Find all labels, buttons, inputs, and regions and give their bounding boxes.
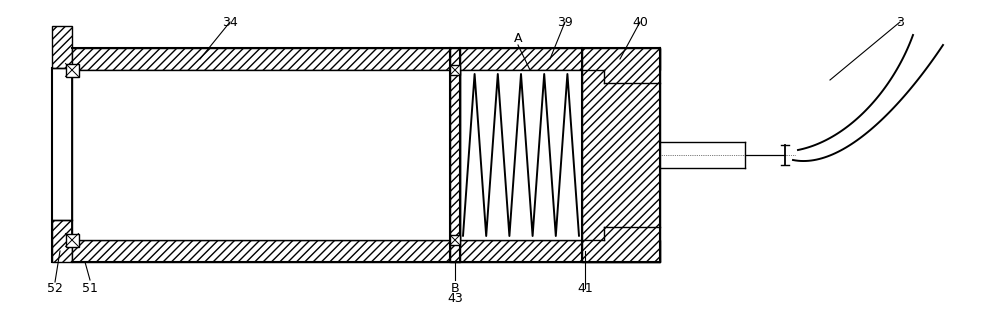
Text: 40: 40 (632, 16, 648, 29)
Bar (450, 65, 460, 75)
Bar (52, 26, 72, 68)
Text: 51: 51 (82, 281, 98, 294)
Text: 3: 3 (896, 16, 904, 29)
Text: 43: 43 (447, 291, 463, 304)
Text: 39: 39 (557, 16, 573, 29)
Bar (460, 70, 582, 240)
Bar (72, 240, 660, 262)
Text: 52: 52 (47, 281, 63, 294)
Text: B: B (451, 281, 459, 294)
Bar (450, 235, 460, 245)
Text: A: A (514, 32, 522, 45)
Bar (66, 64, 78, 77)
Bar (450, 48, 460, 262)
Bar (72, 70, 450, 240)
Bar (52, 220, 72, 262)
Bar (72, 48, 660, 70)
Text: 41: 41 (577, 281, 593, 294)
Text: 34: 34 (222, 16, 238, 29)
Bar (66, 233, 78, 246)
Bar (582, 48, 660, 262)
